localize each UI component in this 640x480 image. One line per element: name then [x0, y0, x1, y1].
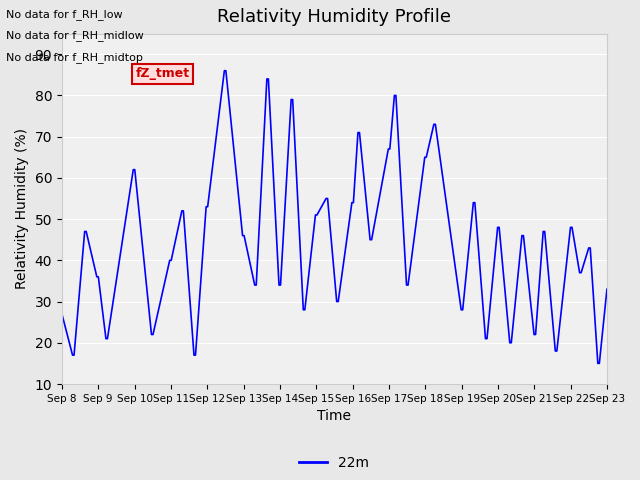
Legend: 22m: 22m	[294, 450, 375, 475]
Y-axis label: Relativity Humidity (%): Relativity Humidity (%)	[15, 128, 29, 289]
X-axis label: Time: Time	[317, 409, 351, 423]
Text: fZ_tmet: fZ_tmet	[136, 67, 189, 80]
Title: Relativity Humidity Profile: Relativity Humidity Profile	[218, 9, 451, 26]
Text: No data for f_RH_midtop: No data for f_RH_midtop	[6, 52, 143, 63]
Text: No data for f_RH_low: No data for f_RH_low	[6, 9, 123, 20]
Text: No data for f_RH_midlow: No data for f_RH_midlow	[6, 30, 144, 41]
